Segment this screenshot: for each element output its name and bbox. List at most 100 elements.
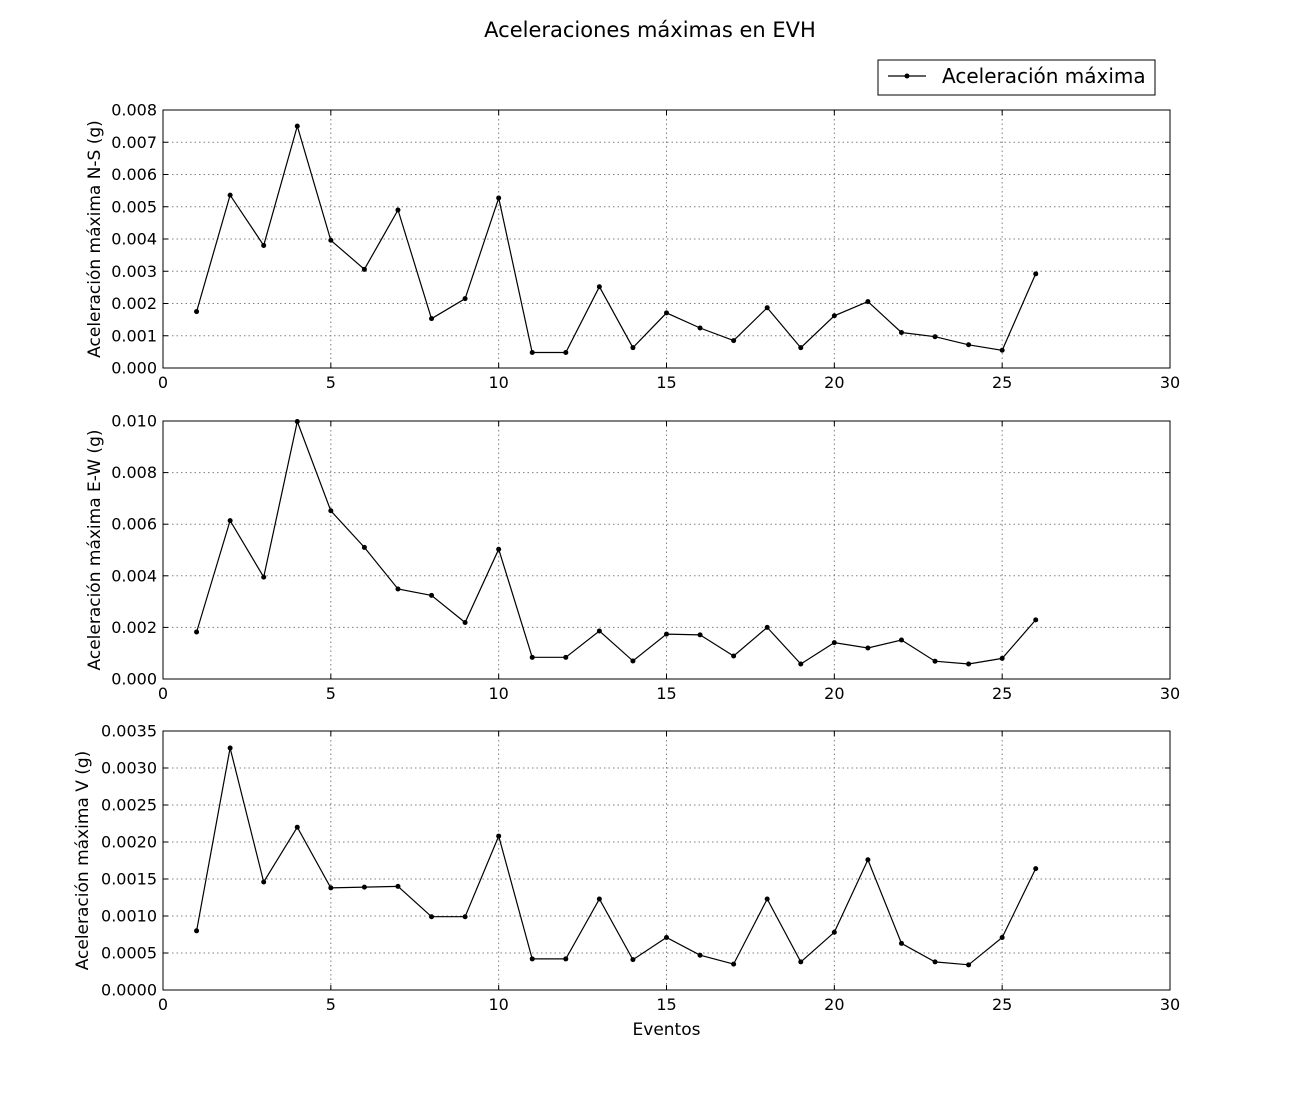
data-point xyxy=(764,305,770,311)
data-point xyxy=(664,631,669,637)
data-point xyxy=(865,645,871,651)
data-point xyxy=(429,316,435,322)
data-point xyxy=(764,624,770,630)
legend: Aceleración máxima xyxy=(877,59,1156,96)
data-point xyxy=(798,345,804,351)
data-point xyxy=(227,518,233,524)
data-point xyxy=(898,637,904,643)
x-tick-label: 5 xyxy=(326,684,336,703)
legend-frame xyxy=(877,59,1156,96)
x-tick-label: 5 xyxy=(326,995,336,1014)
data-point xyxy=(294,419,300,425)
data-point xyxy=(932,658,938,664)
data-point xyxy=(831,313,837,319)
x-tick-label: 30 xyxy=(1160,995,1180,1014)
figure-title: Aceleraciones máximas en EVH xyxy=(484,18,816,42)
data-point xyxy=(227,745,233,751)
y-tick-label: 0.0015 xyxy=(101,870,157,889)
data-point xyxy=(898,330,904,336)
y-tick-label: 0.006 xyxy=(111,165,157,184)
data-point xyxy=(462,296,468,302)
x-tick-label: 10 xyxy=(488,684,508,703)
data-point xyxy=(361,544,367,550)
data-point xyxy=(429,914,435,920)
data-point xyxy=(462,914,468,920)
axes-frame-ew xyxy=(162,420,1171,680)
y-tick-label: 0.008 xyxy=(111,101,157,120)
y-axis-label-v: Aceleración máxima V (g) xyxy=(73,751,93,971)
data-point xyxy=(529,654,535,660)
y-tick-label: 0.0035 xyxy=(101,722,157,741)
data-point xyxy=(697,952,703,958)
data-point xyxy=(328,237,334,243)
series-line-v xyxy=(196,747,1037,966)
data-point xyxy=(361,266,367,272)
data-point xyxy=(1033,617,1039,623)
data-point xyxy=(294,123,300,129)
legend-label: Aceleración máxima xyxy=(942,64,1146,88)
x-tick-label: 5 xyxy=(326,373,336,392)
data-point xyxy=(999,934,1005,940)
x-tick-label: 10 xyxy=(488,995,508,1014)
data-point xyxy=(1033,866,1039,872)
data-point xyxy=(966,342,972,348)
data-point xyxy=(194,629,200,635)
data-point xyxy=(731,961,737,967)
data-point xyxy=(261,879,267,885)
x-tick-label: 15 xyxy=(656,684,676,703)
series-line-ew xyxy=(196,419,1037,665)
x-tick-label: 0 xyxy=(158,995,168,1014)
data-point xyxy=(261,242,267,248)
data-point xyxy=(328,508,334,514)
data-point xyxy=(831,640,837,646)
data-point xyxy=(1033,271,1039,277)
data-point xyxy=(462,619,468,625)
x-tick-label: 20 xyxy=(824,995,844,1014)
data-point xyxy=(630,345,636,351)
data-point xyxy=(966,962,972,968)
data-point xyxy=(865,299,871,305)
y-tick-label: 0.000 xyxy=(111,359,157,378)
data-point xyxy=(798,661,804,667)
y-tick-label: 0.002 xyxy=(111,294,157,313)
data-point xyxy=(999,655,1005,661)
data-point xyxy=(563,654,569,660)
x-tick-label: 0 xyxy=(158,684,168,703)
data-point xyxy=(831,929,837,935)
data-point xyxy=(630,658,636,664)
x-tick-label: 20 xyxy=(824,373,844,392)
data-point xyxy=(328,885,334,891)
y-tick-label: 0.000 xyxy=(111,670,157,689)
data-point xyxy=(496,195,502,201)
x-tick-label: 0 xyxy=(158,373,168,392)
data-point xyxy=(261,574,267,580)
x-tick-label: 20 xyxy=(824,684,844,703)
panel-v: 0 5 10 15 20 25 30 0.0000 0.0005 0.0010 0.0015 0.00… xyxy=(73,722,1180,1041)
x-tick-label: 30 xyxy=(1160,373,1180,392)
data-point xyxy=(194,309,200,315)
data-point xyxy=(395,883,401,889)
data-point xyxy=(496,833,502,839)
data-point xyxy=(664,934,669,940)
x-tick-label: 15 xyxy=(656,373,676,392)
data-point xyxy=(664,310,669,316)
x-tick-label: 15 xyxy=(656,995,676,1014)
data-point xyxy=(731,338,737,344)
y-tick-label: 0.0010 xyxy=(101,907,157,926)
y-tick-label: 0.002 xyxy=(111,618,157,637)
data-point xyxy=(496,546,502,552)
y-tick-label: 0.006 xyxy=(111,515,157,534)
legend-marker-swatch xyxy=(904,73,910,79)
chart-panels: 0 5 10 15 20 25 30 0.000 0.001 0.002 0.003 0.004 0.0… xyxy=(73,101,1180,1041)
data-point xyxy=(999,347,1005,353)
data-point xyxy=(932,334,938,340)
data-point xyxy=(429,592,435,598)
y-tick-label: 0.001 xyxy=(111,326,157,345)
data-point xyxy=(294,824,300,830)
data-point xyxy=(798,959,804,965)
y-tick-label: 0.007 xyxy=(111,133,157,152)
data-point xyxy=(630,957,636,963)
data-point xyxy=(697,325,703,331)
data-point xyxy=(227,192,233,198)
data-point xyxy=(361,884,367,890)
